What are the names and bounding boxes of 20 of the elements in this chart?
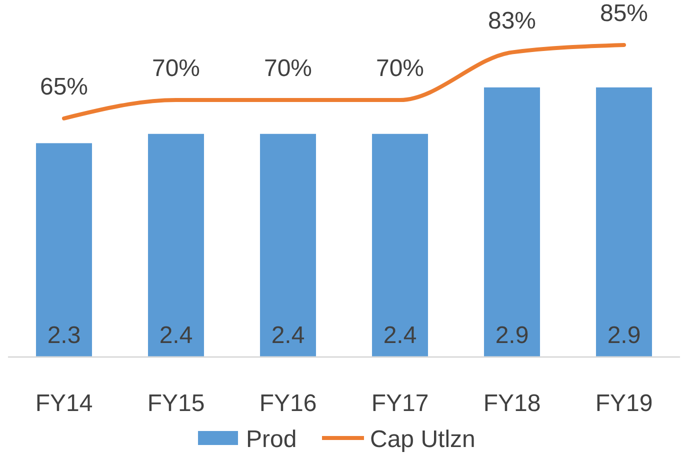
data-label: 65% — [40, 73, 88, 100]
x-tick-label: FY14 — [35, 390, 93, 417]
data-label: 70% — [264, 55, 312, 82]
data-label: 2.9 — [607, 322, 641, 349]
data-label: 2.3 — [47, 322, 81, 349]
data-label: 2.4 — [383, 322, 417, 349]
legend-label: Cap Utlzn — [370, 426, 476, 453]
legend-label: Prod — [246, 426, 297, 453]
x-tick-label: FY17 — [371, 390, 429, 417]
x-tick-label: FY16 — [259, 390, 317, 417]
data-label: 2.4 — [271, 322, 305, 349]
data-label: 85% — [600, 0, 648, 27]
data-label: 70% — [152, 55, 200, 82]
data-label: 2.4 — [159, 322, 193, 349]
data-label: 2.9 — [495, 322, 529, 349]
x-tick-label: FY15 — [147, 390, 205, 417]
x-tick-label: FY18 — [483, 390, 541, 417]
data-label: 70% — [376, 55, 424, 82]
x-tick-label: FY19 — [595, 390, 653, 417]
data-label: 83% — [488, 7, 536, 34]
